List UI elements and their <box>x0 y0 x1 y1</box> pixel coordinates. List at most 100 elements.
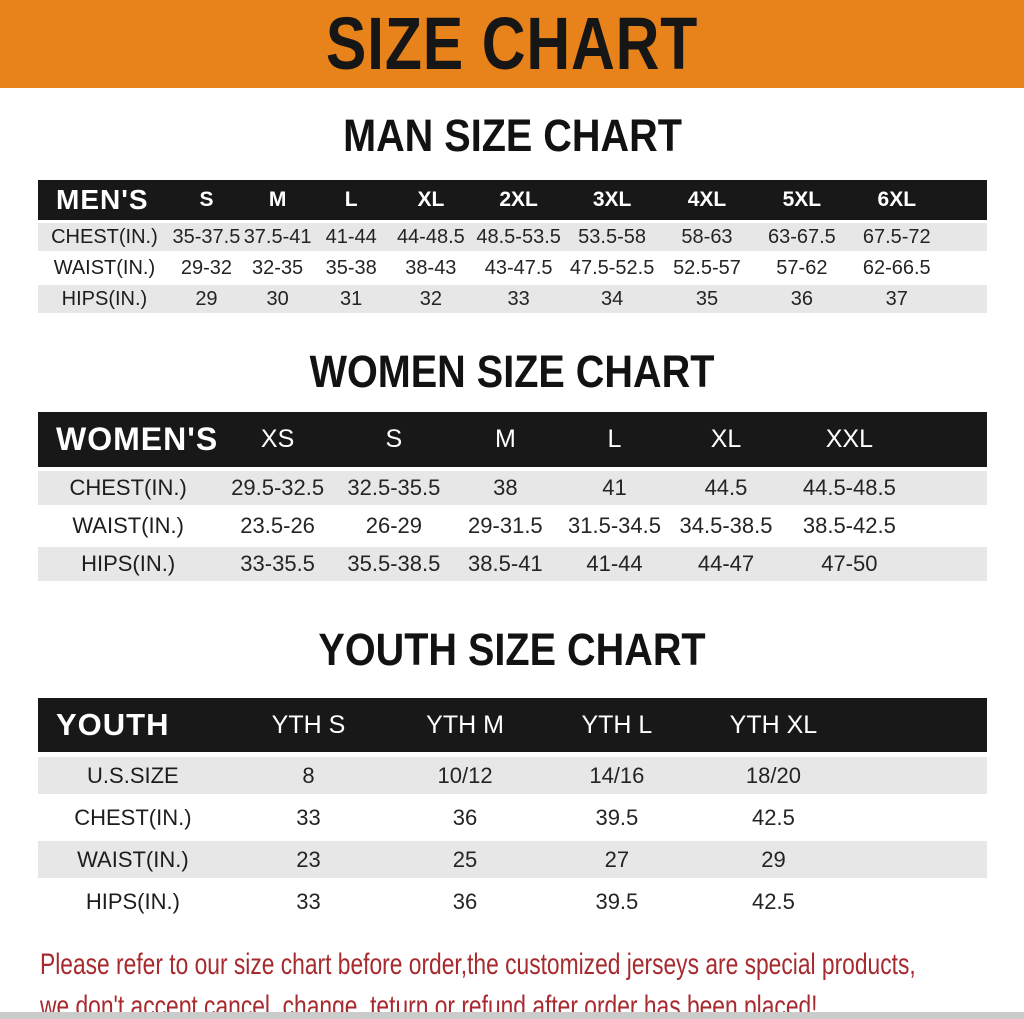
women-row-waistin: WAIST(IN.) 23.5-26 26-29 29-31.5 31.5-34.5 34… <box>38 509 987 543</box>
men-cell: 41-44 <box>325 225 377 248</box>
youth-size-column-yth-xl: YTH XL <box>729 710 818 739</box>
men-cell: 30 <box>266 287 289 310</box>
women-cell: 31.5-34.5 <box>568 513 661 538</box>
men-row-waistin: WAIST(IN.) 29-32 32-35 35-38 38-43 43-47.5 47.… <box>38 254 987 282</box>
footnote-line-1-text: Please refer to our size chart before or… <box>40 948 916 981</box>
men-cell: 35 <box>695 287 719 310</box>
women-size-column-s: S <box>385 425 403 453</box>
men-section-heading-text: MAN SIZE CHART <box>342 110 682 161</box>
men-size-column-2xl: 2XL <box>499 188 538 211</box>
men-row-hipsin: HIPS(IN.) 29 30 31 32 33 34 35 36 37 <box>38 285 987 313</box>
youth-row-label: WAIST(IN.) <box>77 846 189 872</box>
men-size-column-3xl: 3XL <box>592 188 632 211</box>
women-cell: 33-35.5 <box>240 551 315 576</box>
men-size-column-6xl: 6XL <box>877 188 917 211</box>
youth-size-column-yth-l: YTH L <box>581 710 653 739</box>
section-youth: YOUTH SIZE CHART YOUTH YTH S YTH M YTH L YTH… <box>0 627 1024 920</box>
page-title: SIZE CHART <box>325 2 699 85</box>
women-size-column-xxl: XXL <box>825 425 873 453</box>
women-row-chestin: CHEST(IN.) 29.5-32.5 32.5-35.5 38 41 44.5 44.5… <box>38 471 987 505</box>
youth-size-column-yth-m: YTH M <box>426 710 504 739</box>
women-cell: 26-29 <box>365 513 422 538</box>
youth-cell: 39.5 <box>595 804 639 830</box>
youth-cell: 36 <box>452 888 478 914</box>
men-size-column-5xl: 5XL <box>782 188 822 211</box>
youth-cell: 36 <box>452 804 478 830</box>
youth-size-table: YOUTH YTH S YTH M YTH L YTH XL U.S.SIZE 8 10/12… <box>38 698 987 920</box>
men-cell: 43-47.5 <box>484 256 553 279</box>
youth-row-label: HIPS(IN.) <box>85 888 180 914</box>
youth-cell: 25 <box>452 846 478 872</box>
youth-size-column-yth-s: YTH S <box>271 710 346 739</box>
youth-row-label: CHEST(IN.) <box>74 804 192 830</box>
women-cell: 29.5-32.5 <box>231 475 325 500</box>
youth-cell: 23 <box>296 846 321 872</box>
women-row-hipsin: HIPS(IN.) 33-35.5 35.5-38.5 38.5-41 41-44 44-… <box>38 547 987 581</box>
women-cell: 35.5-38.5 <box>347 551 441 576</box>
youth-row-filler <box>854 799 987 836</box>
men-cell: 38-43 <box>405 256 457 279</box>
men-cell: 36 <box>790 287 813 310</box>
bottom-edge-strip <box>0 1012 1024 1019</box>
youth-table-header-row: YOUTH YTH S YTH M YTH L YTH XL <box>38 698 987 752</box>
men-cell: 34 <box>600 287 624 310</box>
men-cell: 44-48.5 <box>396 225 465 248</box>
women-row-filler <box>916 547 987 581</box>
men-size-column-l: L <box>344 188 358 211</box>
section-men: MAN SIZE CHART MEN'S S M L XL 2XL 3XL 4XL 5XL 6XL… <box>0 113 1024 313</box>
women-cell: 32.5-35.5 <box>347 475 441 500</box>
men-section-heading: MAN SIZE CHART <box>0 113 1024 158</box>
men-cell: 29 <box>195 287 218 310</box>
women-cell: 23.5-26 <box>240 513 315 538</box>
women-cell: 38.5-42.5 <box>802 513 896 538</box>
youth-cell: 42.5 <box>752 804 795 830</box>
youth-row-hipsin: HIPS(IN.) 33 36 39.5 42.5 <box>38 883 987 920</box>
women-cell: 41 <box>602 475 627 500</box>
men-size-column-m: M <box>268 188 287 211</box>
women-row-label: HIPS(IN.) <box>81 551 176 576</box>
women-row-label: CHEST(IN.) <box>69 475 187 500</box>
men-size-column-xl: XL <box>417 188 445 211</box>
men-cell: 33 <box>507 287 530 310</box>
men-size-table: MEN'S S M L XL 2XL 3XL 4XL 5XL 6XL CHEST(IN.) 35-37… <box>38 180 987 313</box>
youth-group-label: YOUTH <box>56 707 170 742</box>
youth-cell: 33 <box>296 888 321 914</box>
men-header-filler <box>944 180 987 220</box>
women-table-header-row: WOMEN'S XS S M L XL XXL <box>38 412 987 467</box>
men-table-header-row: MEN'S S M L XL 2XL 3XL 4XL 5XL 6XL <box>38 180 987 220</box>
footnote-line-1: Please refer to our size chart before or… <box>40 946 1024 988</box>
men-cell: 53.5-58 <box>578 225 647 248</box>
footnote: Please refer to our size chart before or… <box>40 946 1024 1019</box>
men-cell: 35-38 <box>325 256 377 279</box>
men-row-filler <box>944 285 987 313</box>
women-row-filler <box>916 509 987 543</box>
youth-section-heading: YOUTH SIZE CHART <box>0 627 1024 672</box>
youth-cell: 10/12 <box>437 762 493 788</box>
men-cell: 52.5-57 <box>673 256 741 279</box>
men-row-label: HIPS(IN.) <box>61 287 148 310</box>
youth-row-waistin: WAIST(IN.) 23 25 27 29 <box>38 841 987 878</box>
women-cell: 41-44 <box>586 551 643 576</box>
banner: SIZE CHART <box>0 0 1024 88</box>
men-cell: 32 <box>419 287 442 310</box>
women-cell: 29-31.5 <box>468 513 543 538</box>
men-cell: 35-37.5 <box>172 225 241 248</box>
men-cell: 37.5-41 <box>243 225 312 248</box>
women-cell: 34.5-38.5 <box>679 513 773 538</box>
men-group-label: MEN'S <box>56 184 149 215</box>
youth-row-label: U.S.SIZE <box>87 762 179 788</box>
youth-cell: 42.5 <box>752 888 795 914</box>
women-size-table: WOMEN'S XS S M L XL XXL CHEST(IN.) 29.5-32.5 32.5… <box>38 412 987 581</box>
men-cell: 48.5-53.5 <box>476 225 561 248</box>
men-row-chestin: CHEST(IN.) 35-37.5 37.5-41 41-44 44-48.5 48.5… <box>38 223 987 251</box>
men-cell: 37 <box>885 287 908 310</box>
youth-row-chestin: CHEST(IN.) 33 36 39.5 42.5 <box>38 799 987 836</box>
men-row-label: CHEST(IN.) <box>51 225 158 248</box>
section-women: WOMEN SIZE CHART WOMEN'S XS S M L XL XXL CHEST(… <box>0 349 1024 581</box>
women-size-column-l: L <box>607 425 622 453</box>
men-cell: 47.5-52.5 <box>569 256 655 279</box>
women-row-label: WAIST(IN.) <box>72 513 184 538</box>
men-cell: 57-62 <box>776 256 828 279</box>
women-section-heading-text: WOMEN SIZE CHART <box>309 346 715 397</box>
